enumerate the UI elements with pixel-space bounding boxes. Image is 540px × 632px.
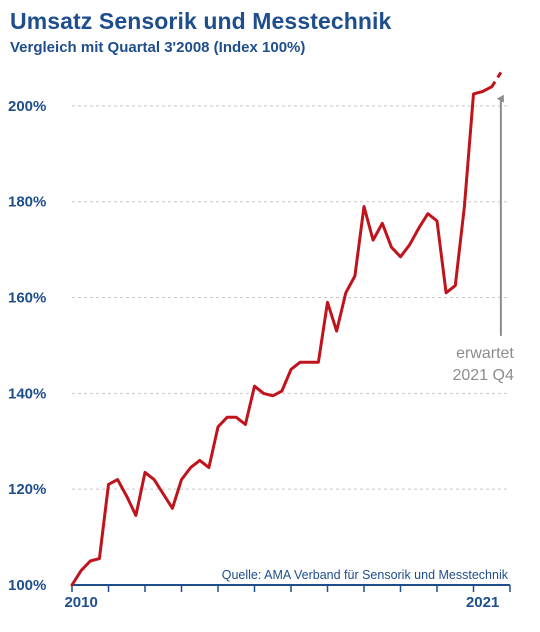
series-line bbox=[70, 85, 494, 587]
y-tick-label: 100% bbox=[8, 577, 46, 594]
annotation-label-line1: erwartet bbox=[456, 345, 514, 362]
x-tick-label: 2010 bbox=[64, 594, 97, 611]
chart-title: Umsatz Sensorik und Messtechnik bbox=[10, 8, 392, 34]
y-tick-label: 160% bbox=[8, 290, 46, 307]
y-tick-label: 180% bbox=[8, 194, 46, 211]
y-tick-label: 140% bbox=[8, 385, 46, 402]
series-line-forecast bbox=[490, 71, 503, 88]
y-tick-label: 200% bbox=[8, 98, 46, 115]
chart-subtitle: Vergleich mit Quartal 3'2008 (Index 100%… bbox=[10, 39, 306, 56]
x-tick-label: 2021 bbox=[466, 594, 499, 611]
source-note: Quelle: AMA Verband für Sensorik und Mes… bbox=[222, 568, 509, 582]
annotation-label-line2: 2021 Q4 bbox=[452, 367, 513, 384]
y-tick-label: 120% bbox=[8, 481, 46, 498]
